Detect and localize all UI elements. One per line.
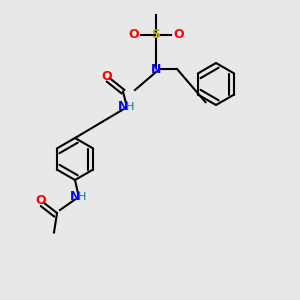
Text: H: H xyxy=(126,101,135,112)
Text: H: H xyxy=(78,191,87,202)
Text: N: N xyxy=(70,190,80,203)
Text: O: O xyxy=(173,28,184,41)
Text: O: O xyxy=(128,28,139,41)
Text: S: S xyxy=(152,28,160,41)
Text: O: O xyxy=(101,70,112,83)
Text: N: N xyxy=(151,62,161,76)
Text: N: N xyxy=(118,100,128,113)
Text: O: O xyxy=(35,194,46,208)
